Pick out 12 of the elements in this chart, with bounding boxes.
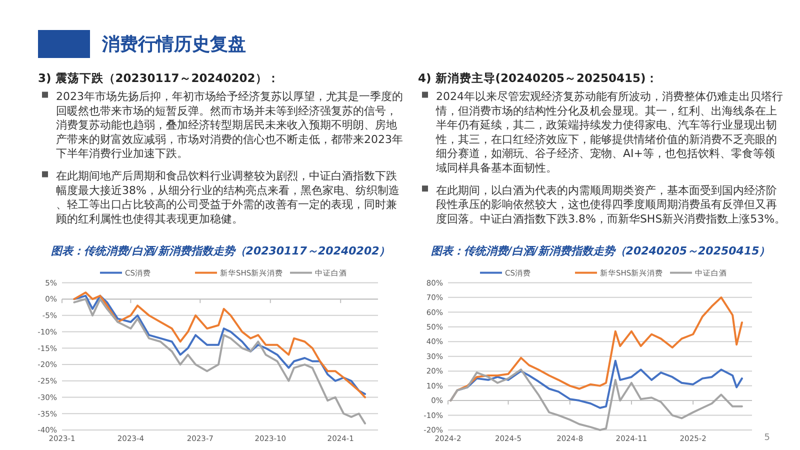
text: 消费行情历史复盘	[101, 34, 246, 55]
text: 4) 新消费主导(20240205～20250415)：	[418, 71, 658, 85]
text: 在此期间，以白酒为代表的内需顺周期类资产，基本面受到国内经济阶段性承压的影响依然较大，这也使得四季度顺周期消费虽有反弹但又再度回落。中证白酒指数下跌3.8%，而新华SHS新兴消费指数上涨53%。	[436, 184, 786, 226]
text: 在此期间地产后周期和食品饮料行业调整较为剧烈，中证白酒指数下跌幅度最大接近38%，从细分行业的结构亮点来看，黑色家电、纺织制造、轻工等出口占比较高的公司受益于外需的改善有一定的表现，同时兼顾的红利属性也使得其表现更加稳健。	[56, 170, 400, 226]
text: 3) 震荡下跌（20230117～20240202）：	[38, 71, 280, 85]
text: 2024年以来尽管宏观经济复苏动能有所波动，消费整体仍难走出贝塔行情，但消费市场的结构性分化及机会显现。其一，红利、出海线条在上半年仍有延续，其二，政策端持续发力使得家电、汽车等行业显现出韧性，其三，在口红经济效应下，能够提供情绪价值的新消费不乏亮眼的细分赛道，如潮玩、谷子经济、宠物、AI+等，也包括饮料、零食等领域同样具备基本面韧性。	[435, 90, 783, 174]
line-series	[73, 298, 366, 424]
chart-title: 图表：传统消费/白酒/新消费指数走势（20240205～20250415）	[430, 244, 770, 258]
line-series	[450, 368, 743, 431]
text: 5	[764, 433, 770, 443]
chart-title: 图表：传统消费/白酒/新消费指数走势（20230117～20240202）	[50, 244, 390, 258]
text: 2023年市场先扬后抑，年初市场给予经济复苏以厚望，尤其是一季度的回暖然也带来市场的短暂反弹。然而市场并未等到经济强复苏的信号，消费复苏动能也趋弱，叠加经济转型期居民未来收入预期不明朗、房地产带来的财富效应减弱，市场对消费的信心也不断走低，都带来2023年下半年消费行业加速下跌。	[56, 90, 403, 160]
